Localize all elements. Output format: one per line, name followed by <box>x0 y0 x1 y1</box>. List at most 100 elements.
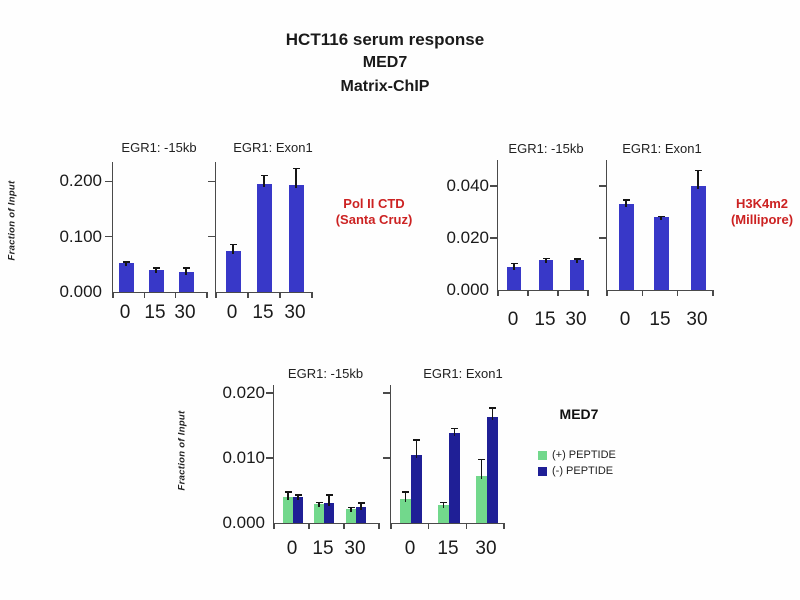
error-bar-cap <box>402 491 409 493</box>
x-axis-tick <box>247 292 249 298</box>
bar <box>487 416 498 523</box>
y-tick-label: 0.040 <box>446 176 489 195</box>
bar <box>288 184 304 292</box>
error-bar-cap <box>573 258 581 260</box>
bar <box>148 269 164 292</box>
error-bar-cap <box>292 167 300 170</box>
error-bar <box>453 427 456 437</box>
bar <box>507 266 521 290</box>
error-bar <box>318 501 320 508</box>
y-axis-tick <box>383 392 390 394</box>
annotation-pol2-line2: (Santa Cruz) <box>335 212 413 227</box>
x-axis-tick <box>587 290 589 296</box>
y-tick-label: 0.200 <box>59 171 102 191</box>
x-tick-label: 15 <box>437 538 459 559</box>
error-bar-cap <box>694 169 702 172</box>
bar <box>118 263 134 292</box>
error-bar <box>232 243 234 254</box>
error-bar-cap <box>622 199 630 201</box>
panel-title-med7-15kb: EGR1: -15kb <box>287 366 364 381</box>
y-axis-tick <box>105 180 112 183</box>
bar <box>476 476 487 523</box>
error-bar-cap <box>347 506 355 509</box>
y-tick-label: 0.000 <box>222 513 265 532</box>
bar <box>653 217 669 290</box>
y-axis-tick <box>266 457 273 459</box>
bar <box>690 186 706 290</box>
error-bar-cap <box>229 243 237 246</box>
y-axis-tick <box>208 180 215 183</box>
x-axis-tick <box>641 290 643 296</box>
error-bar <box>442 501 445 508</box>
x-axis-tick <box>273 523 275 529</box>
bar <box>449 433 460 523</box>
bar <box>570 260 584 290</box>
bar <box>314 504 324 523</box>
x-tick-label: 0 <box>404 538 416 559</box>
error-bar-cap <box>357 502 365 504</box>
y-tick-label: 0.020 <box>446 228 489 247</box>
x-axis-tick <box>428 523 430 529</box>
x-tick-label: 0 <box>226 302 238 323</box>
bar <box>346 509 356 523</box>
error-bar-cap <box>260 174 268 177</box>
chart-panel-h3k4-15kb <box>490 160 589 296</box>
bar <box>539 260 553 290</box>
x-axis-tick <box>527 290 529 296</box>
annotation-h3k4-line2: (Millipore) <box>730 212 794 227</box>
error-bar <box>297 494 299 500</box>
error-bar <box>491 407 494 420</box>
y-axis-tick <box>599 185 606 187</box>
x-axis-tick <box>279 292 281 298</box>
error-bar-cap <box>182 267 190 269</box>
title-line-2: MED7 <box>362 54 408 71</box>
error-bar-cap <box>325 494 333 496</box>
figure-title: HCT116 serum response MED7 Matrix-ChIP <box>185 30 585 96</box>
y-axis-label-top: Fraction of Input <box>6 180 18 261</box>
error-bar-cap <box>478 458 485 461</box>
annotation-pol2-ctd: Pol II CTD (Santa Cruz) <box>318 196 430 228</box>
x-axis-tick <box>503 523 505 529</box>
minus-peptide-swatch-icon <box>538 466 547 476</box>
bar <box>324 503 334 523</box>
chart-panel-med7-exon1 <box>383 385 505 529</box>
legend-label-plus-peptide: (+) PEPTIDE <box>552 449 616 461</box>
x-axis-tick <box>390 523 392 529</box>
annotation-h3k4-line1: H3K4m2 <box>735 196 789 211</box>
x-axis-tick <box>175 292 177 298</box>
error-bar-cap <box>451 427 458 430</box>
x-axis-tick <box>143 292 145 298</box>
plus-peptide-swatch-icon <box>538 450 547 460</box>
x-tick-label: 30 <box>686 309 708 330</box>
annotation-h3k4m2: H3K4m2 (Millipore) <box>714 196 800 228</box>
chart-panel-med7-15kb <box>266 385 380 529</box>
legend-item-minus-peptide: (-) PEPTIDE <box>538 465 616 477</box>
error-bar-cap <box>510 262 518 265</box>
panel-title-med7-exon1: EGR1: Exon1 <box>423 366 503 381</box>
bar <box>400 498 411 523</box>
y-tick-label: 0.000 <box>59 282 102 301</box>
error-bar-cap <box>440 501 447 504</box>
x-axis-tick <box>465 523 467 529</box>
annotation-med7: MED7 <box>559 406 599 422</box>
error-bar-cap <box>294 494 302 496</box>
bar <box>356 507 366 523</box>
chart-panel-h3k4-exon1 <box>599 160 714 296</box>
x-axis-tick <box>677 290 679 296</box>
y-axis-tick <box>490 185 497 187</box>
error-bar <box>328 494 330 507</box>
error-bar-cap <box>542 257 550 259</box>
error-bar-cap <box>315 501 323 504</box>
bar <box>293 496 303 523</box>
legend-label-minus-peptide: (-) PEPTIDE <box>552 465 614 477</box>
x-axis-tick <box>308 523 310 529</box>
error-bar <box>350 506 352 513</box>
error-bar <box>576 258 578 264</box>
x-tick-label: 0 <box>119 302 131 323</box>
y-axis-tick <box>599 237 606 239</box>
annotation-pol2-line1: Pol II CTD <box>343 196 405 211</box>
error-bar-cap <box>489 407 496 409</box>
error-bar-cap <box>152 267 160 269</box>
chart-panel-pol2-exon1 <box>208 162 313 298</box>
